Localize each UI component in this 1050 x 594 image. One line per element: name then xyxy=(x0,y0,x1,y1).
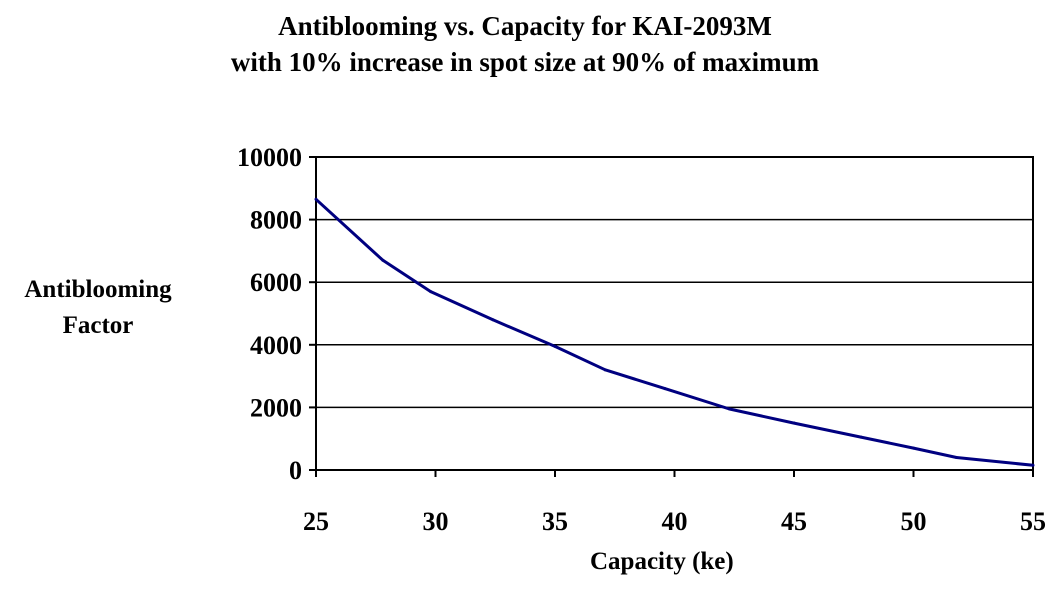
data-point-0-10 xyxy=(912,446,915,450)
tick-labels: 0 2000 4000 6000 8000 10000 25 30 35 40 45 50 55 xyxy=(237,143,1046,536)
data-point-0-6 xyxy=(663,387,667,391)
data-point-0-0 xyxy=(314,197,318,201)
data-point-0-3 xyxy=(491,318,495,322)
series-layer xyxy=(314,197,1035,467)
data-point-0-11 xyxy=(955,455,959,459)
data-point-0-1 xyxy=(381,258,385,262)
y-tick-label-4000: 4000 xyxy=(250,331,302,360)
data-point-0-4 xyxy=(553,344,557,348)
x-tick-label-55: 55 xyxy=(1020,507,1046,536)
x-tick-label-30: 30 xyxy=(423,507,449,536)
chart-title-line-2: with 10% increase in spot size at 90% of… xyxy=(230,47,820,77)
x-axis-label: Capacity (ke) xyxy=(590,548,734,575)
axes xyxy=(309,156,1034,477)
y-tick-label-8000: 8000 xyxy=(250,206,302,235)
data-point-0-5 xyxy=(603,368,607,372)
chart-title: Antiblooming vs. Capacity for KAI-2093M … xyxy=(0,8,1050,80)
y-tick-label-2000: 2000 xyxy=(250,393,302,422)
y-tick-label-0: 0 xyxy=(289,456,302,485)
data-point-0-2 xyxy=(429,290,433,294)
chart-title-line-1: Antiblooming vs. Capacity for KAI-2093M xyxy=(278,11,772,41)
y-axis-label: Antiblooming Factor xyxy=(0,272,196,344)
x-tick-label-40: 40 xyxy=(662,507,688,536)
x-tick-label-25: 25 xyxy=(303,507,329,536)
y-axis-label-line-2: Factor xyxy=(62,312,134,339)
data-point-0-8 xyxy=(792,421,796,425)
data-point-0-12 xyxy=(1031,463,1035,467)
data-point-0-7 xyxy=(727,407,731,411)
plot-area-frame xyxy=(315,156,1034,471)
x-tick-label-35: 35 xyxy=(542,507,568,536)
x-tick-label-45: 45 xyxy=(781,507,807,536)
gridlines xyxy=(316,218,1033,409)
series-line-0 xyxy=(314,198,1034,467)
x-tick-label-50: 50 xyxy=(901,507,927,536)
data-point-0-9 xyxy=(859,435,863,439)
y-tick-label-10000: 10000 xyxy=(237,143,302,172)
y-tick-label-6000: 6000 xyxy=(250,268,302,297)
y-axis-label-line-1: Antiblooming xyxy=(24,276,172,303)
